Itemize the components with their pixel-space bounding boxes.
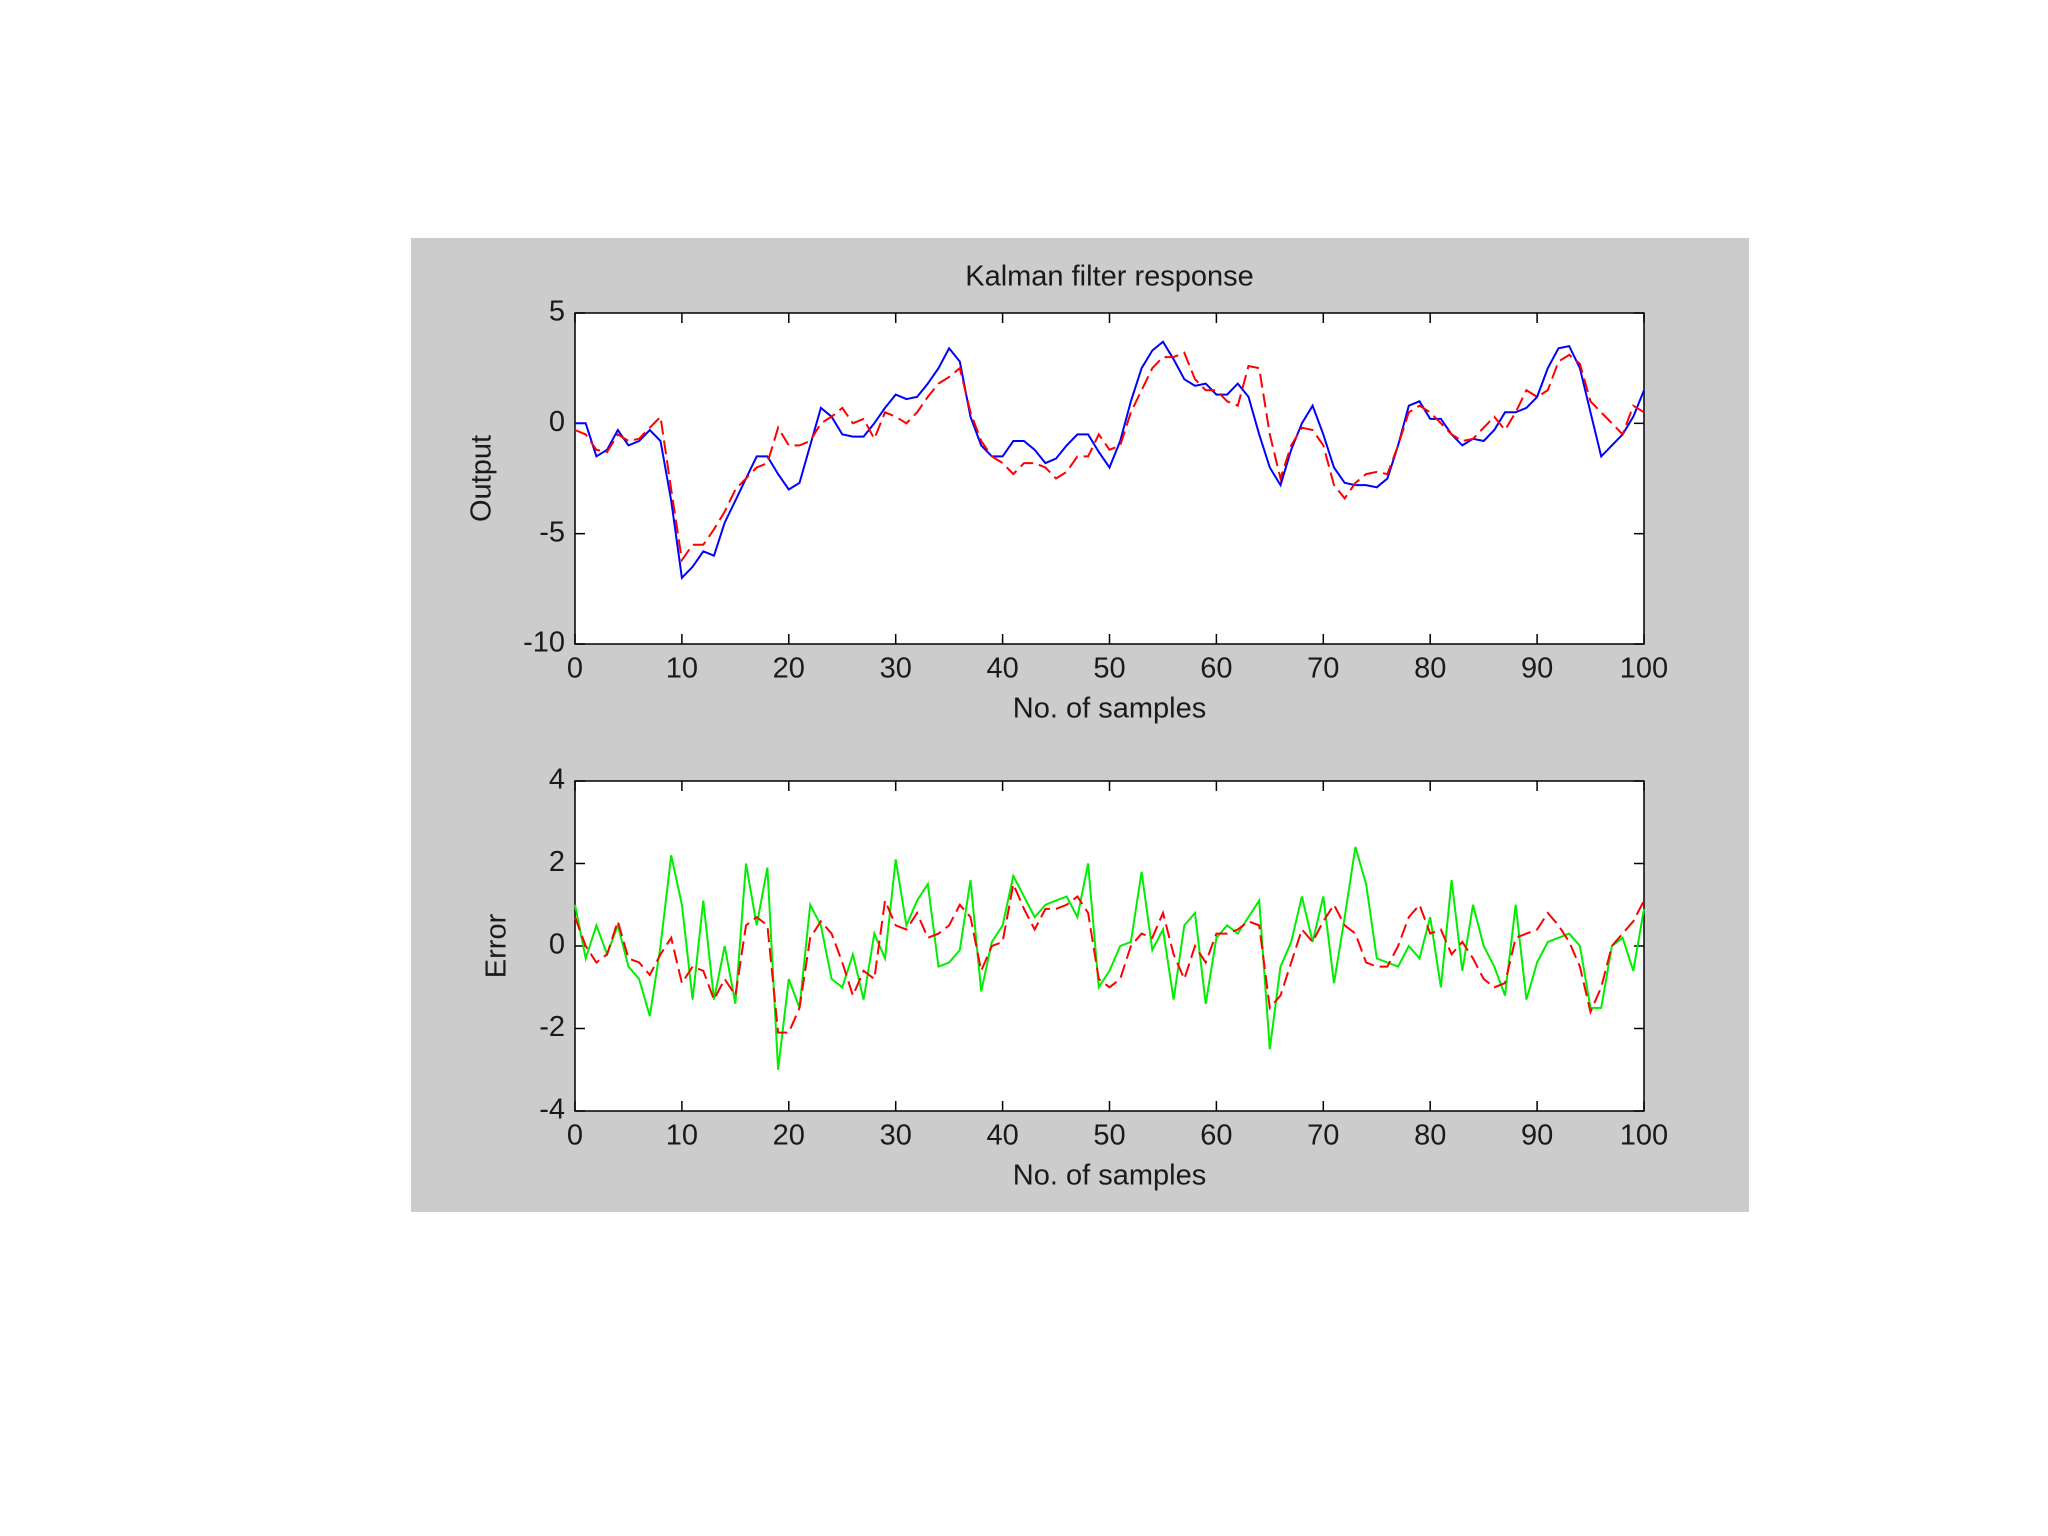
x-tick-label: 0: [567, 653, 583, 685]
y-tick-label: 0: [549, 406, 565, 438]
x-tick-label: 50: [1093, 1120, 1125, 1152]
x-tick-label: 90: [1521, 653, 1553, 685]
y-tick-label: -2: [539, 1011, 565, 1043]
x-tick-label: 60: [1200, 653, 1232, 685]
x-tick-label: 70: [1307, 653, 1339, 685]
x-tick-label: 50: [1093, 653, 1125, 685]
x-axis-label: No. of samples: [1013, 693, 1206, 725]
y-tick-label: 2: [549, 846, 565, 878]
x-tick-label: 100: [1620, 653, 1668, 685]
y-tick-label: -5: [539, 516, 565, 548]
x-tick-label: 30: [880, 1120, 912, 1152]
x-tick-label: 10: [666, 1120, 698, 1152]
y-axis-label: Output: [466, 435, 498, 522]
y-tick-label: 5: [549, 296, 565, 328]
x-tick-label: 70: [1307, 1120, 1339, 1152]
y-tick-label: 0: [549, 929, 565, 961]
series-line: [575, 340, 1645, 580]
x-tick-label: 100: [1620, 1120, 1668, 1152]
x-axis-label: No. of samples: [1013, 1160, 1206, 1192]
chart-title: Kalman filter response: [965, 261, 1254, 293]
x-tick-label: 40: [986, 653, 1018, 685]
x-tick-label: 40: [986, 1120, 1018, 1152]
x-tick-label: 90: [1521, 1120, 1553, 1152]
y-axis-label: Error: [481, 913, 513, 978]
y-tick-label: -4: [539, 1094, 565, 1126]
series-line: [574, 351, 1645, 563]
x-tick-label: 10: [666, 653, 698, 685]
x-tick-label: 0: [567, 1120, 583, 1152]
y-tick-label: 4: [549, 764, 565, 796]
x-tick-label: 30: [880, 653, 912, 685]
x-tick-label: 20: [773, 653, 805, 685]
x-tick-label: 60: [1200, 1120, 1232, 1152]
y-tick-label: -10: [523, 627, 565, 659]
x-tick-label: 80: [1414, 1120, 1446, 1152]
x-tick-label: 80: [1414, 653, 1446, 685]
plot-area: [574, 312, 1645, 645]
x-tick-label: 20: [773, 1120, 805, 1152]
series-line: [574, 880, 1645, 1034]
